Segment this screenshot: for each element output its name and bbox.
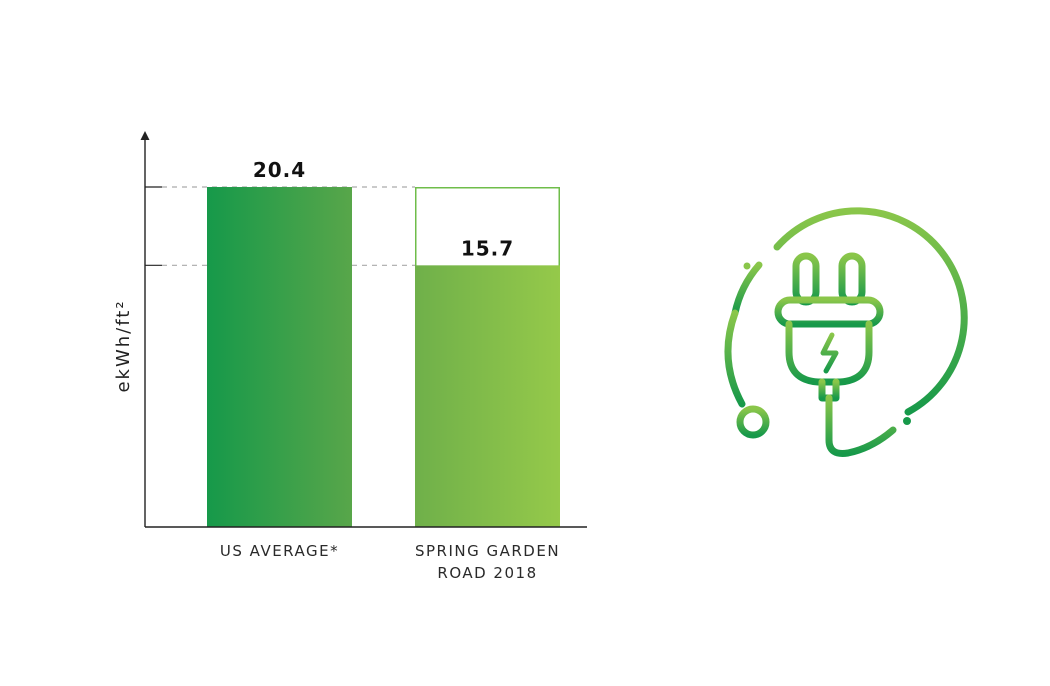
x-tick-label: US AVERAGE* (220, 542, 339, 560)
bar (415, 265, 560, 527)
plot-area: 20.4 15.7 US AVERAGE* SPRING GARDEN ROAD 201… (140, 131, 587, 582)
data-label: 15.7 (461, 236, 514, 260)
power-plug-icon (724, 207, 968, 457)
x-tick-label: SPRING GARDEN ROAD 2018 (415, 542, 560, 582)
bar (207, 187, 352, 527)
y-axis-arrow (140, 131, 150, 140)
y-axis-label: ekWh/ft² (113, 299, 134, 392)
data-label: 20.4 (253, 158, 306, 182)
